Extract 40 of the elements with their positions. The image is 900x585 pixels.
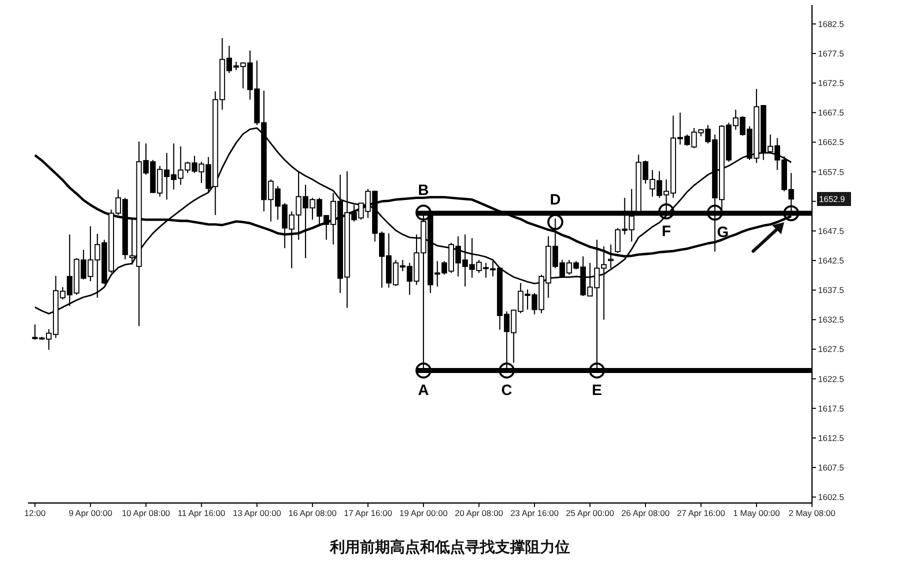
y-tick-label: 1667.5 (818, 108, 844, 118)
x-tick-label: 13 Apr 00:00 (232, 508, 282, 518)
series-label: G (717, 224, 729, 242)
x-tick-label: 9 Apr 00:00 (68, 508, 112, 518)
y-tick-label: 1672.5 (818, 78, 844, 88)
y-tick-label: 1677.5 (818, 48, 844, 58)
series-label: F (662, 222, 671, 240)
x-tick-label: 12:00 (24, 508, 46, 518)
y-tick-label: 1662.5 (818, 137, 844, 148)
y-tick-label: 1602.5 (818, 492, 844, 502)
x-tick-label: 1 May 00:00 (733, 508, 780, 518)
y-tick-label: 1627.5 (818, 344, 844, 354)
y-tick-label: 1617.5 (818, 403, 844, 414)
series-label: A (418, 382, 430, 400)
y-tick-label: 1637.5 (818, 285, 844, 296)
x-tick-label: 11 Apr 16:00 (178, 508, 226, 518)
y-tick-label: 1657.5 (818, 166, 844, 177)
series-label: D (550, 192, 561, 209)
y-tick-label: 1607.5 (818, 462, 844, 473)
x-tick-label: 2 May 08:00 (788, 508, 836, 518)
series-label: B (418, 182, 430, 200)
y-tick-label: 1682.5 (818, 18, 844, 29)
x-tick-label: 17 Apr 16:00 (344, 508, 392, 518)
y-tick-label: 1642.5 (818, 256, 844, 266)
series-label: E (592, 382, 602, 400)
x-tick-label: 26 Apr 08:00 (621, 508, 670, 518)
price-label: 1652.9 (817, 192, 851, 206)
x-tick-label: 10 Apr 08:00 (122, 508, 170, 518)
y-tick-label: 1632.5 (818, 314, 844, 325)
text: 利用前期高点和低点寻找支撑阻力位 (329, 538, 570, 556)
y-tick-label: 1622.5 (818, 374, 844, 384)
x-tick-label: 25 Apr 00:00 (566, 508, 614, 518)
series-label: C (501, 382, 512, 400)
y-tick-label: 1612.5 (818, 432, 844, 443)
x-tick-label: 19 Apr 00:00 (399, 508, 448, 518)
x-tick-label: 20 Apr 08:00 (454, 508, 504, 518)
y-tick-label: 1647.5 (818, 226, 844, 236)
x-tick-label: 16 Apr 08:00 (288, 508, 337, 518)
x-tick-label: 23 Apr 16:00 (510, 508, 559, 518)
x-tick-label: 27 Apr 16:00 (676, 508, 726, 518)
